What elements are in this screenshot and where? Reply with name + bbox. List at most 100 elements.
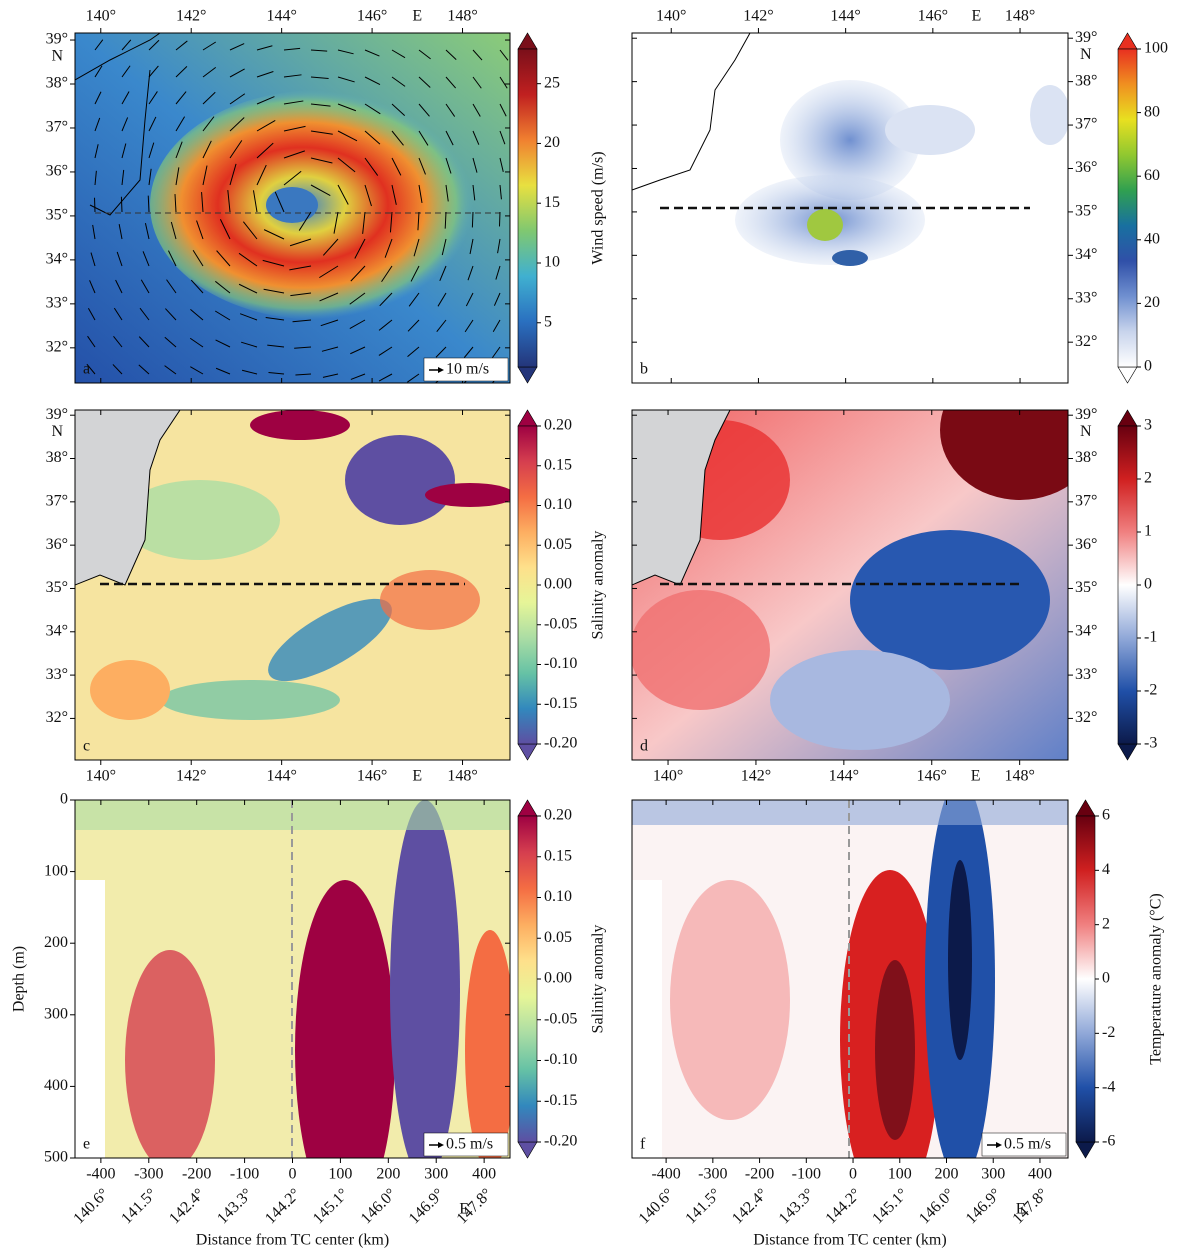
wind-vector — [192, 249, 204, 267]
colorbar-extend-top — [1075, 799, 1096, 817]
wind-vector — [391, 184, 397, 205]
x2-unit-label: E — [1016, 1201, 1026, 1218]
colorbar-tick-label: 2 — [1144, 470, 1152, 487]
wind-vector — [138, 336, 150, 348]
wind-vector — [499, 49, 509, 61]
colorbar-tick-label: -0.05 — [544, 615, 577, 632]
colorbar-label: Wind speed (m/s) — [590, 151, 607, 264]
wind-vector — [229, 163, 237, 186]
vector-scale-label: 0.5 m/s — [1004, 1136, 1051, 1153]
colorbar-tick-label: 0.20 — [544, 417, 572, 434]
x-tick-label: -400 — [651, 1166, 680, 1183]
colorbar-tick-label: 4 — [1102, 861, 1110, 878]
wind-vector — [337, 157, 356, 173]
y-tick-label: 36° — [1075, 159, 1097, 176]
colorbar-extend-top — [1117, 409, 1138, 427]
y-tick-label: 39° — [46, 31, 68, 48]
wind-vector — [256, 45, 273, 51]
wind-vector — [437, 292, 447, 307]
wind-vector — [142, 251, 150, 267]
plot-frame — [631, 799, 1069, 1159]
wind-vector — [391, 130, 404, 146]
wind-vector — [492, 319, 501, 333]
wind-vector — [175, 141, 183, 159]
wind-vector — [94, 170, 97, 186]
colorbar-extend-bottom — [1117, 743, 1138, 761]
colorbar-tick-label: 6 — [1102, 807, 1110, 824]
wind-vector — [241, 369, 258, 375]
y-tick-label: 38° — [1075, 72, 1097, 89]
y-tick-label: 34° — [1075, 246, 1097, 263]
x-tick-label: 400 — [472, 1166, 496, 1183]
wind-vector — [121, 143, 127, 159]
wind-vector — [112, 364, 123, 375]
x2-tick-label: 146.9° — [406, 1185, 448, 1227]
y-tick-label: 32° — [46, 709, 68, 726]
x-tick-label: 146° — [357, 768, 387, 785]
x2-tick-label: 140.6° — [70, 1185, 112, 1227]
wind-vector — [120, 196, 123, 213]
colorbar-tick-label: 0.00 — [544, 576, 572, 593]
x-axis-label: Distance from TC center (km) — [196, 1232, 389, 1249]
x2-tick-label: 140.6° — [636, 1185, 678, 1227]
wind-vector — [283, 170, 302, 186]
wind-vector — [495, 265, 501, 280]
colorbar-tick-label: 3 — [1144, 417, 1152, 434]
x-tick-label: 144° — [830, 8, 860, 25]
colorbar-extend-bottom — [517, 1141, 538, 1159]
wind-vector — [94, 65, 103, 78]
y-tick-label: 33° — [46, 295, 68, 312]
wind-vector — [418, 49, 431, 60]
colorbar-tick-label: 0.10 — [544, 496, 572, 513]
wind-vector — [418, 157, 426, 175]
y-tick-label: 38° — [46, 75, 68, 92]
colorbar-extend-bottom — [1075, 1141, 1096, 1159]
wind-vector — [418, 103, 430, 117]
wind-vector — [121, 65, 131, 78]
salinity-field — [75, 410, 510, 760]
wind-vector — [229, 93, 246, 105]
y-tick-label: 36° — [46, 536, 68, 553]
vector-scale-head — [438, 367, 444, 373]
colorbar-label: Temperature anomaly (°C) — [1148, 893, 1165, 1064]
wind-vector — [87, 308, 96, 321]
wind-vector — [389, 211, 393, 233]
wind-vector — [165, 308, 177, 321]
colorbar-tick-label: -0.15 — [544, 695, 577, 712]
wind-vector — [349, 319, 366, 330]
colorbar-tick-label: -0.20 — [544, 735, 577, 752]
wind-vector — [139, 307, 150, 321]
salinity-section — [75, 800, 510, 1158]
wind-vector — [190, 279, 204, 294]
x-tick-label: 146° — [918, 8, 948, 25]
x-tick-label: 144° — [266, 768, 296, 785]
wind-vector — [319, 265, 339, 279]
y-tick-label: 35° — [46, 207, 68, 224]
wind-vector — [362, 211, 366, 234]
x-tick-label: 100 — [888, 1166, 912, 1183]
wind-vector — [148, 39, 160, 51]
colorbar-tick-label: 1 — [1144, 523, 1152, 540]
plot-frame — [74, 409, 511, 761]
colorbar-tick-label: 80 — [1144, 103, 1160, 120]
wind-vector — [445, 184, 449, 202]
colorbar-tick-label: -1 — [1144, 629, 1157, 646]
wind-vector — [445, 76, 457, 89]
wind-vector — [147, 195, 150, 213]
colorbar — [1075, 815, 1096, 1143]
wind-vector — [148, 168, 152, 186]
wind-vector — [499, 184, 502, 200]
y-tick-label: 39° — [1075, 406, 1097, 423]
wind-vector — [410, 265, 420, 282]
y-tick-label: 35° — [1075, 203, 1097, 220]
y-tick-label: 37° — [1075, 116, 1097, 133]
plot-frame — [74, 32, 511, 384]
x-tick-label: 200 — [934, 1166, 958, 1183]
wind-vector — [417, 211, 420, 231]
y-tick-label: 34° — [46, 622, 68, 639]
x-tick-label: 146° — [917, 768, 947, 785]
colorbar-extend-top — [517, 799, 538, 817]
wind-vector — [202, 140, 212, 159]
wind-vector — [378, 346, 393, 356]
colorbar-tick-label: 0 — [1144, 576, 1152, 593]
